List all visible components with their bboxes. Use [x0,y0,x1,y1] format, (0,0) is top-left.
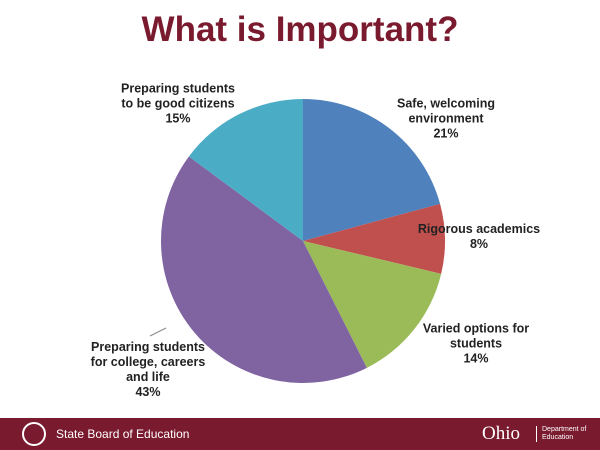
category-label: Rigorous academics [417,222,541,236]
slice-label: Preparing students to be good citizens 15… [116,82,240,127]
slice-label: Safe, welcoming environment 21% [384,97,508,142]
value-label: 8% [469,237,489,251]
category-label: Preparing students to be good citizens [121,81,235,111]
value-label: 15% [165,111,191,126]
pie-slice [303,99,441,241]
pie-slice [303,241,442,368]
value-label: 14% [463,351,489,366]
slice-label: Preparing students for college, careers … [86,340,210,400]
seal-icon [22,422,46,446]
pie-slice [303,203,445,274]
slice-label: Varied options for students 14% [414,322,538,367]
category-label: Safe, welcoming environment [397,96,495,126]
leader-line [149,327,167,337]
footer-text: State Board of Education [56,427,190,441]
brand: Ohio [482,423,520,444]
chart-title: What is Important? [141,10,459,49]
slice-label: Rigorous academics 8% [417,222,541,252]
footer: State Board of Education Ohio Department… [0,418,600,450]
category-label: Varied options for students [422,321,530,351]
pie-slice [161,156,367,383]
value-label: 43% [135,385,161,399]
pie-slice [188,99,303,241]
category-label: Preparing students for college, careers … [90,340,206,384]
department: Department of Education [536,426,596,442]
value-label: 21% [433,126,459,141]
